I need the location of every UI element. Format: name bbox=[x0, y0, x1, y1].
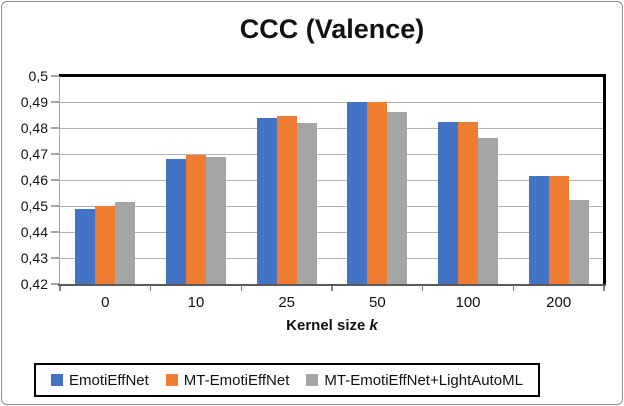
bar bbox=[568, 199, 589, 284]
gridline bbox=[60, 154, 604, 156]
plot-border-top bbox=[59, 74, 606, 77]
bar-group-k100 bbox=[423, 76, 514, 284]
y-tick-mark bbox=[51, 153, 59, 155]
bar bbox=[478, 138, 499, 284]
gridline bbox=[60, 232, 604, 234]
y-tick-label: 0,42 bbox=[20, 276, 48, 292]
x-axis-title-variable: k bbox=[369, 317, 378, 334]
legend-swatch-gray-icon bbox=[306, 374, 319, 386]
bar-group-k0 bbox=[60, 76, 151, 284]
x-tick-label: 0 bbox=[101, 294, 110, 311]
chart-title: CCC (Valence) bbox=[239, 14, 425, 44]
legend-label: EmotiEffNet bbox=[69, 371, 149, 389]
legend-swatch-orange-icon bbox=[165, 374, 178, 386]
legend-label: MT-EmotiEffNet bbox=[183, 371, 290, 389]
gridline bbox=[60, 102, 604, 104]
bar bbox=[438, 121, 459, 284]
x-tick-mark bbox=[331, 286, 333, 291]
legend-item-emotieffnet: EmotiEffNet bbox=[51, 372, 149, 389]
x-tick-mark bbox=[149, 286, 152, 291]
y-tick-mark bbox=[51, 283, 59, 285]
bar bbox=[75, 208, 96, 284]
bar-group-k10 bbox=[151, 76, 242, 284]
y-tick-label: 0,5 bbox=[28, 68, 48, 84]
bar bbox=[166, 159, 186, 284]
bar bbox=[528, 176, 549, 284]
y-axis-labels: 0,5 0,49 0,48 0,47 0,46 0,45 0,44 0,43 0,42 bbox=[2, 68, 48, 292]
gridline bbox=[60, 180, 604, 182]
y-tick-mark bbox=[51, 75, 59, 77]
bar bbox=[387, 112, 408, 284]
bar-group-k200 bbox=[513, 76, 604, 284]
y-tick-mark bbox=[51, 101, 59, 103]
x-axis-ticks bbox=[59, 286, 605, 292]
bar bbox=[296, 122, 317, 284]
bar bbox=[548, 176, 569, 284]
x-axis-title-text: Kernel size bbox=[286, 317, 370, 334]
bar bbox=[458, 121, 479, 284]
x-tick-mark bbox=[421, 286, 424, 291]
plot-area bbox=[60, 76, 604, 284]
x-tick-label: 50 bbox=[369, 294, 386, 311]
y-tick-mark bbox=[51, 127, 59, 129]
legend-item-mt-emotieffnet-lightautoml: MT-EmotiEffNet+LightAutoML bbox=[306, 372, 523, 389]
y-axis-line bbox=[58, 76, 61, 284]
bar bbox=[115, 202, 136, 284]
gridline bbox=[60, 206, 604, 208]
y-tick-label: 0,46 bbox=[20, 172, 48, 188]
legend-swatch-blue-icon bbox=[51, 374, 64, 386]
y-tick-label: 0,45 bbox=[20, 198, 48, 214]
y-tick-mark bbox=[51, 205, 59, 207]
bar bbox=[256, 117, 277, 284]
x-tick-label: 100 bbox=[455, 294, 481, 311]
x-tick-mark bbox=[59, 286, 61, 291]
bar bbox=[186, 155, 206, 284]
bar bbox=[367, 102, 388, 284]
bar-group-k25 bbox=[241, 76, 332, 284]
bar bbox=[206, 156, 226, 284]
y-tick-mark bbox=[51, 257, 59, 259]
plot-border-right bbox=[603, 74, 606, 286]
x-tick-mark bbox=[603, 286, 605, 291]
bar-group-k50 bbox=[332, 76, 423, 284]
x-axis-title: Kernel size k bbox=[60, 317, 604, 334]
y-tick-label: 0,44 bbox=[20, 224, 48, 240]
y-axis-ticks bbox=[51, 75, 59, 285]
gridline bbox=[60, 258, 604, 260]
bar bbox=[276, 116, 297, 284]
y-tick-label: 0,47 bbox=[20, 146, 48, 162]
y-tick-label: 0,48 bbox=[20, 120, 48, 136]
x-tick-label: 10 bbox=[187, 294, 205, 311]
x-tick-label: 25 bbox=[278, 294, 296, 311]
legend-item-mt-emotieffnet: MT-EmotiEffNet bbox=[165, 371, 290, 389]
x-axis-labels: 0 10 25 50 100 200 bbox=[60, 294, 604, 311]
legend: EmotiEffNet MT-EmotiEffNet MT-EmotiEffNe… bbox=[34, 363, 540, 397]
x-tick-mark bbox=[240, 286, 243, 291]
bar bbox=[347, 102, 368, 284]
y-tick-label: 0,49 bbox=[20, 94, 48, 110]
legend-label: MT-EmotiEffNet+LightAutoML bbox=[324, 371, 523, 389]
x-tick-mark bbox=[512, 286, 515, 291]
y-tick-mark bbox=[51, 179, 59, 181]
y-tick-label: 0,43 bbox=[20, 250, 48, 266]
gridline bbox=[60, 128, 604, 130]
bar bbox=[95, 206, 116, 284]
x-axis-line bbox=[58, 283, 606, 286]
x-tick-label: 200 bbox=[546, 294, 572, 311]
y-tick-mark bbox=[51, 231, 59, 233]
